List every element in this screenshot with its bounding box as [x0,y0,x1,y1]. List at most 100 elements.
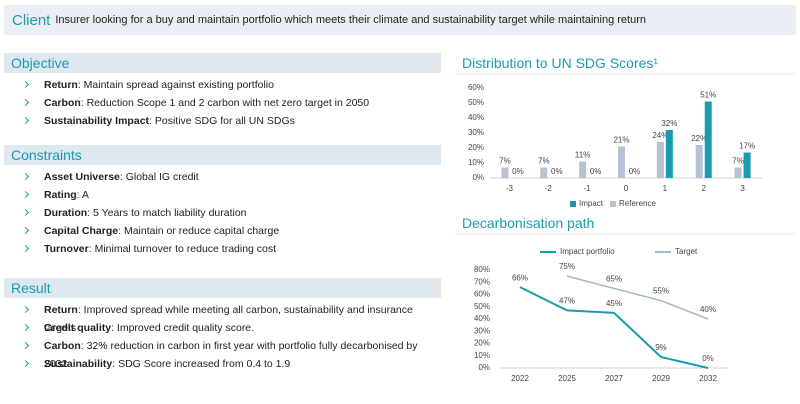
item-label: Return [44,79,78,91]
bar [665,130,673,178]
value-label: 0% [702,354,714,363]
legend-label: Target [675,247,698,256]
x-tick-label: -2 [545,184,553,193]
item-label: Sustainability [44,358,113,370]
bullet-item: Turnover: Minimal turnover to reduce tra… [4,240,441,258]
value-label: 40% [700,305,716,314]
y-tick-label: 20% [468,143,484,152]
bar [501,167,509,178]
item-label: Turnover [44,243,89,255]
x-tick-label: 2029 [652,374,670,383]
item-label: Sustainability Impact [44,115,150,127]
y-tick-label: 0% [472,173,484,182]
value-label: 11% [575,151,590,160]
bar [656,142,664,178]
x-tick-label: 2027 [605,374,623,383]
section-title: Constraints [4,145,441,165]
value-label: 65% [606,274,622,283]
value-label: 7% [538,157,550,166]
item-text: : Positive SDG for all UN SDGs [149,115,295,127]
value-label: 66% [512,273,528,282]
legend-label: Impact portfolio [560,247,615,256]
bullet-item: Sustainability: SDG Score increased from… [4,355,441,373]
y-tick-label: 10% [474,351,490,360]
bar [540,167,548,178]
item-label: Return [44,304,78,316]
item-label: Capital Charge [44,225,119,237]
legend-label: Impact [579,199,604,208]
x-tick-label: 2022 [511,374,529,383]
bullet-item: Asset Universe: Global IG credit [4,168,441,186]
value-label: 0% [629,167,641,176]
y-tick-label: 0% [478,363,490,372]
value-label: 21% [613,136,629,145]
value-label: 7% [732,157,744,166]
bullet-item: Duration: 5 Years to match liability dur… [4,204,441,222]
item-text: : SDG Score increased from 0.4 to 1.9 [112,358,291,370]
item-label: Rating [44,189,77,201]
item-text: : Improved credit quality score. [111,322,255,334]
bar [695,145,703,178]
x-tick-label: 3 [740,184,745,193]
bullet-item: Sustainability Impact: Positive SDG for … [4,112,441,130]
bar [704,101,712,178]
item-label: Credit quality [44,322,112,334]
legend-swatch [570,201,576,207]
bar [743,152,751,178]
y-tick-label: 40% [474,314,490,323]
value-label: 0% [590,167,602,176]
y-tick-label: 50% [468,98,484,107]
value-label: 0% [512,167,524,176]
bullet-item: Credit quality: Improved credit quality … [4,319,441,337]
chart-title: Distribution to UN SDG Scores¹ [462,55,658,71]
value-label: 55% [653,287,669,296]
bullet-item: Return: Improved spread while meeting al… [4,301,441,334]
bullet-item: Capital Charge: Maintain or reduce capit… [4,222,441,240]
x-tick-label: -1 [584,184,592,193]
section-title: Result [4,278,441,298]
item-text: : Reduction Scope 1 and 2 carbon with ne… [80,97,370,109]
section: Result Return: Improved spread while meet… [4,278,441,373]
value-label: 9% [655,343,667,352]
y-tick-label: 40% [468,113,484,122]
section: Constraints Asset Universe: Global IG cre… [4,145,441,258]
y-tick-label: 80% [474,265,490,274]
value-label: 51% [700,91,716,100]
line-series [566,275,709,320]
item-label: Carbon [44,340,81,352]
y-tick-label: 60% [468,83,484,92]
y-tick-label: 50% [474,302,490,311]
x-tick-label: 0 [624,184,629,193]
client-label: Client [12,11,51,29]
x-tick-label: 2032 [699,374,717,383]
bar [618,146,625,178]
item-text: : Maintain or reduce capital charge [118,225,280,237]
y-tick-label: 60% [474,290,490,299]
value-label: 17% [739,142,755,151]
x-tick-label: 1 [663,184,668,193]
item-text: : Global IG credit [119,171,199,183]
x-tick-label: 2 [701,184,706,193]
client-text: Insurer looking for a buy and maintain p… [55,14,646,26]
bullet-item: Return: Maintain spread against existing… [4,76,441,94]
bar [579,161,587,178]
item-text: : Minimal turnover to reduce trading cos… [88,243,277,255]
client-banner: Client Insurer looking for a buy and mai… [4,5,796,35]
section: Objective Return: Maintain spread against… [4,53,441,130]
legend-swatch [610,201,616,207]
y-tick-label: 20% [474,339,490,348]
item-text: : A [76,189,89,201]
y-tick-label: 70% [474,277,490,286]
value-label: 24% [652,131,668,140]
x-tick-label: -3 [506,184,514,193]
value-label: 7% [499,157,511,166]
value-label: 32% [661,119,677,128]
item-text: : 5 Years to match liability duration [87,207,247,219]
item-label: Carbon [44,97,81,109]
line-series [519,286,709,369]
x-tick-label: 2025 [558,374,576,383]
value-label: 47% [559,297,575,306]
bullet-item: Carbon: 32% reduction in carbon in first… [4,337,441,370]
y-tick-label: 10% [468,158,484,167]
